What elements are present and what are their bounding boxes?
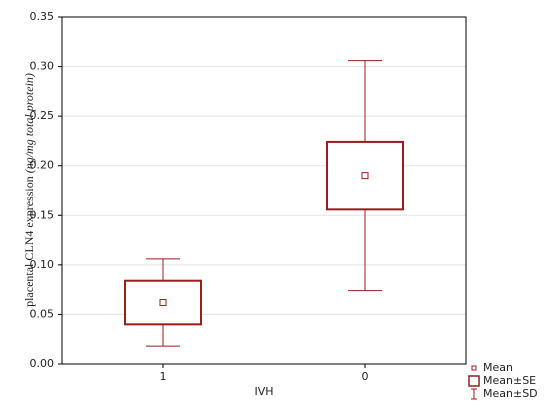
y-tick-label: 0.30 (30, 60, 55, 73)
legend-icon-mean (471, 365, 477, 371)
legend-label: Mean (483, 361, 513, 374)
x-tick-label: 1 (160, 370, 167, 383)
legend-label: Mean±SD (483, 387, 538, 400)
x-axis-label: IVH (254, 385, 273, 398)
y-label-text: placental CLN4 expression (22, 176, 36, 307)
legend-label: Mean±SE (483, 374, 536, 387)
mean-marker (159, 299, 167, 307)
x-tick-label: 0 (362, 370, 369, 383)
y-tick-label: 0.00 (30, 357, 55, 370)
mean-marker (361, 172, 369, 180)
y-tick-label: 0.05 (30, 307, 55, 320)
legend-icon-se (468, 375, 480, 387)
y-axis-label: placental CLN4 expression (ng/mg total p… (22, 73, 36, 307)
plot-frame (61, 16, 467, 365)
y-tick-label: 0.10 (30, 258, 55, 271)
y-label-unit: (ng/mg total protein) (22, 73, 36, 173)
y-tick-label: 0.15 (30, 208, 55, 221)
y-tick-label: 0.20 (30, 159, 55, 172)
y-tick-label: 0.35 (30, 10, 55, 23)
y-tick-label: 0.25 (30, 109, 55, 122)
